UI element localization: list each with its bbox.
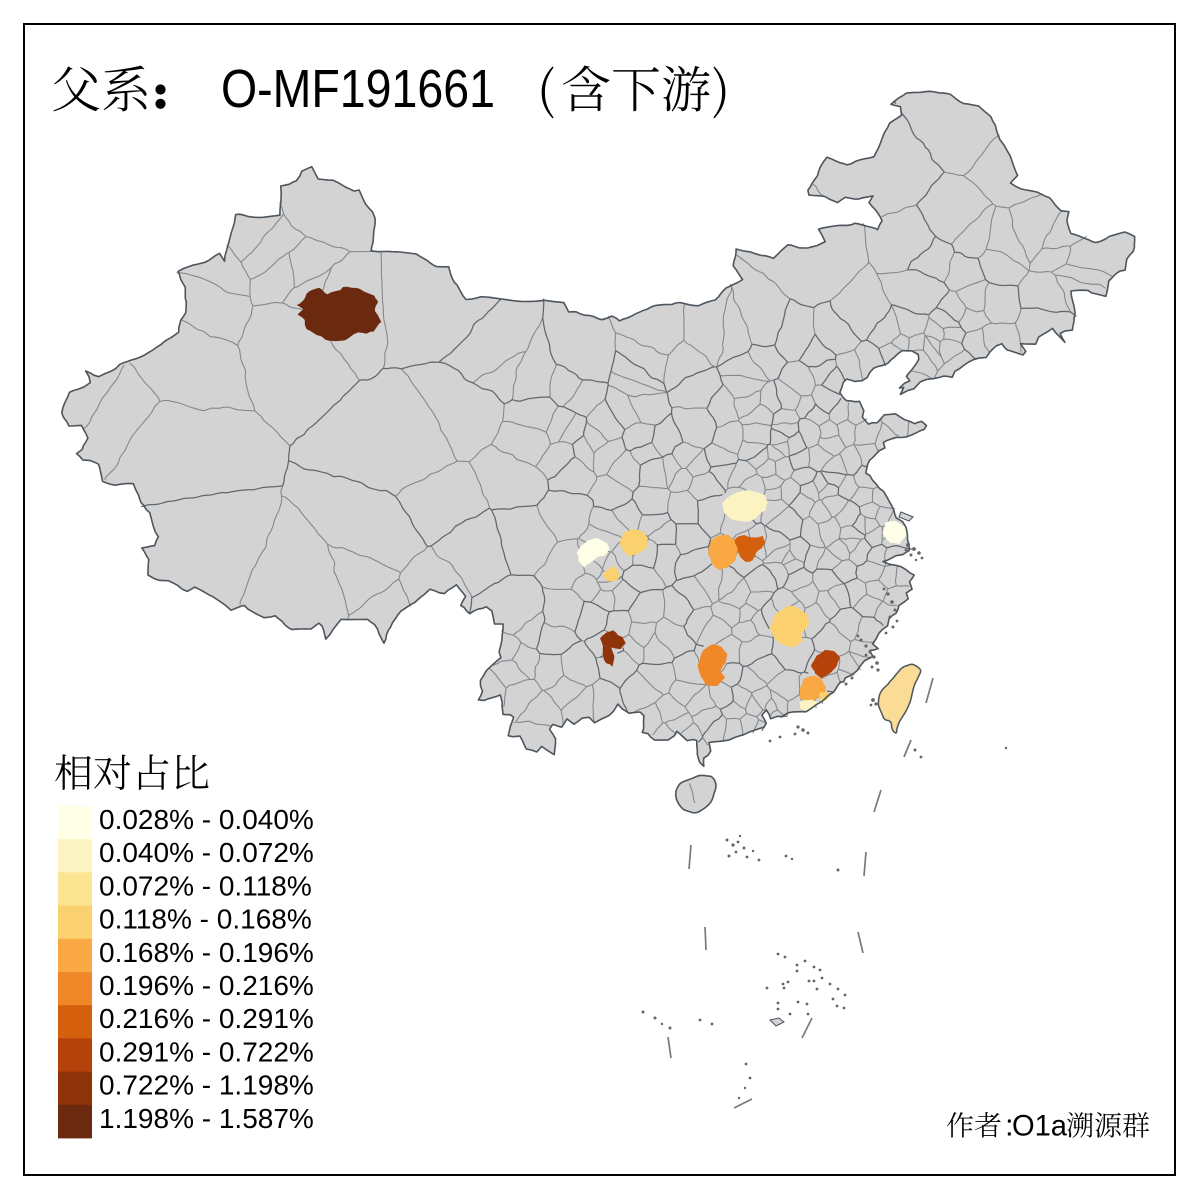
svg-text:0.196% - 0.216%: 0.196% - 0.216%: [99, 970, 314, 1001]
svg-text:0.291% - 0.722%: 0.291% - 0.722%: [99, 1036, 314, 1067]
svg-text:0.028% - 0.040%: 0.028% - 0.040%: [99, 804, 314, 835]
svg-text:0.072% - 0.118%: 0.072% - 0.118%: [99, 870, 312, 901]
svg-text:0.216% - 0.291%: 0.216% - 0.291%: [99, 1003, 314, 1034]
svg-text:1.198% - 1.587%: 1.198% - 1.587%: [99, 1103, 314, 1134]
svg-text:0.040% - 0.072%: 0.040% - 0.072%: [99, 837, 314, 868]
svg-text:0.168% - 0.196%: 0.168% - 0.196%: [99, 937, 314, 968]
svg-text::: :: [1005, 1108, 1014, 1143]
svg-text:O1a: O1a: [1012, 1110, 1067, 1143]
svg-text:O-MF191661: O-MF191661: [221, 59, 495, 119]
svg-text:0.722% - 1.198%: 0.722% - 1.198%: [99, 1070, 314, 1101]
svg-text:0.118% - 0.168%: 0.118% - 0.168%: [99, 904, 312, 935]
